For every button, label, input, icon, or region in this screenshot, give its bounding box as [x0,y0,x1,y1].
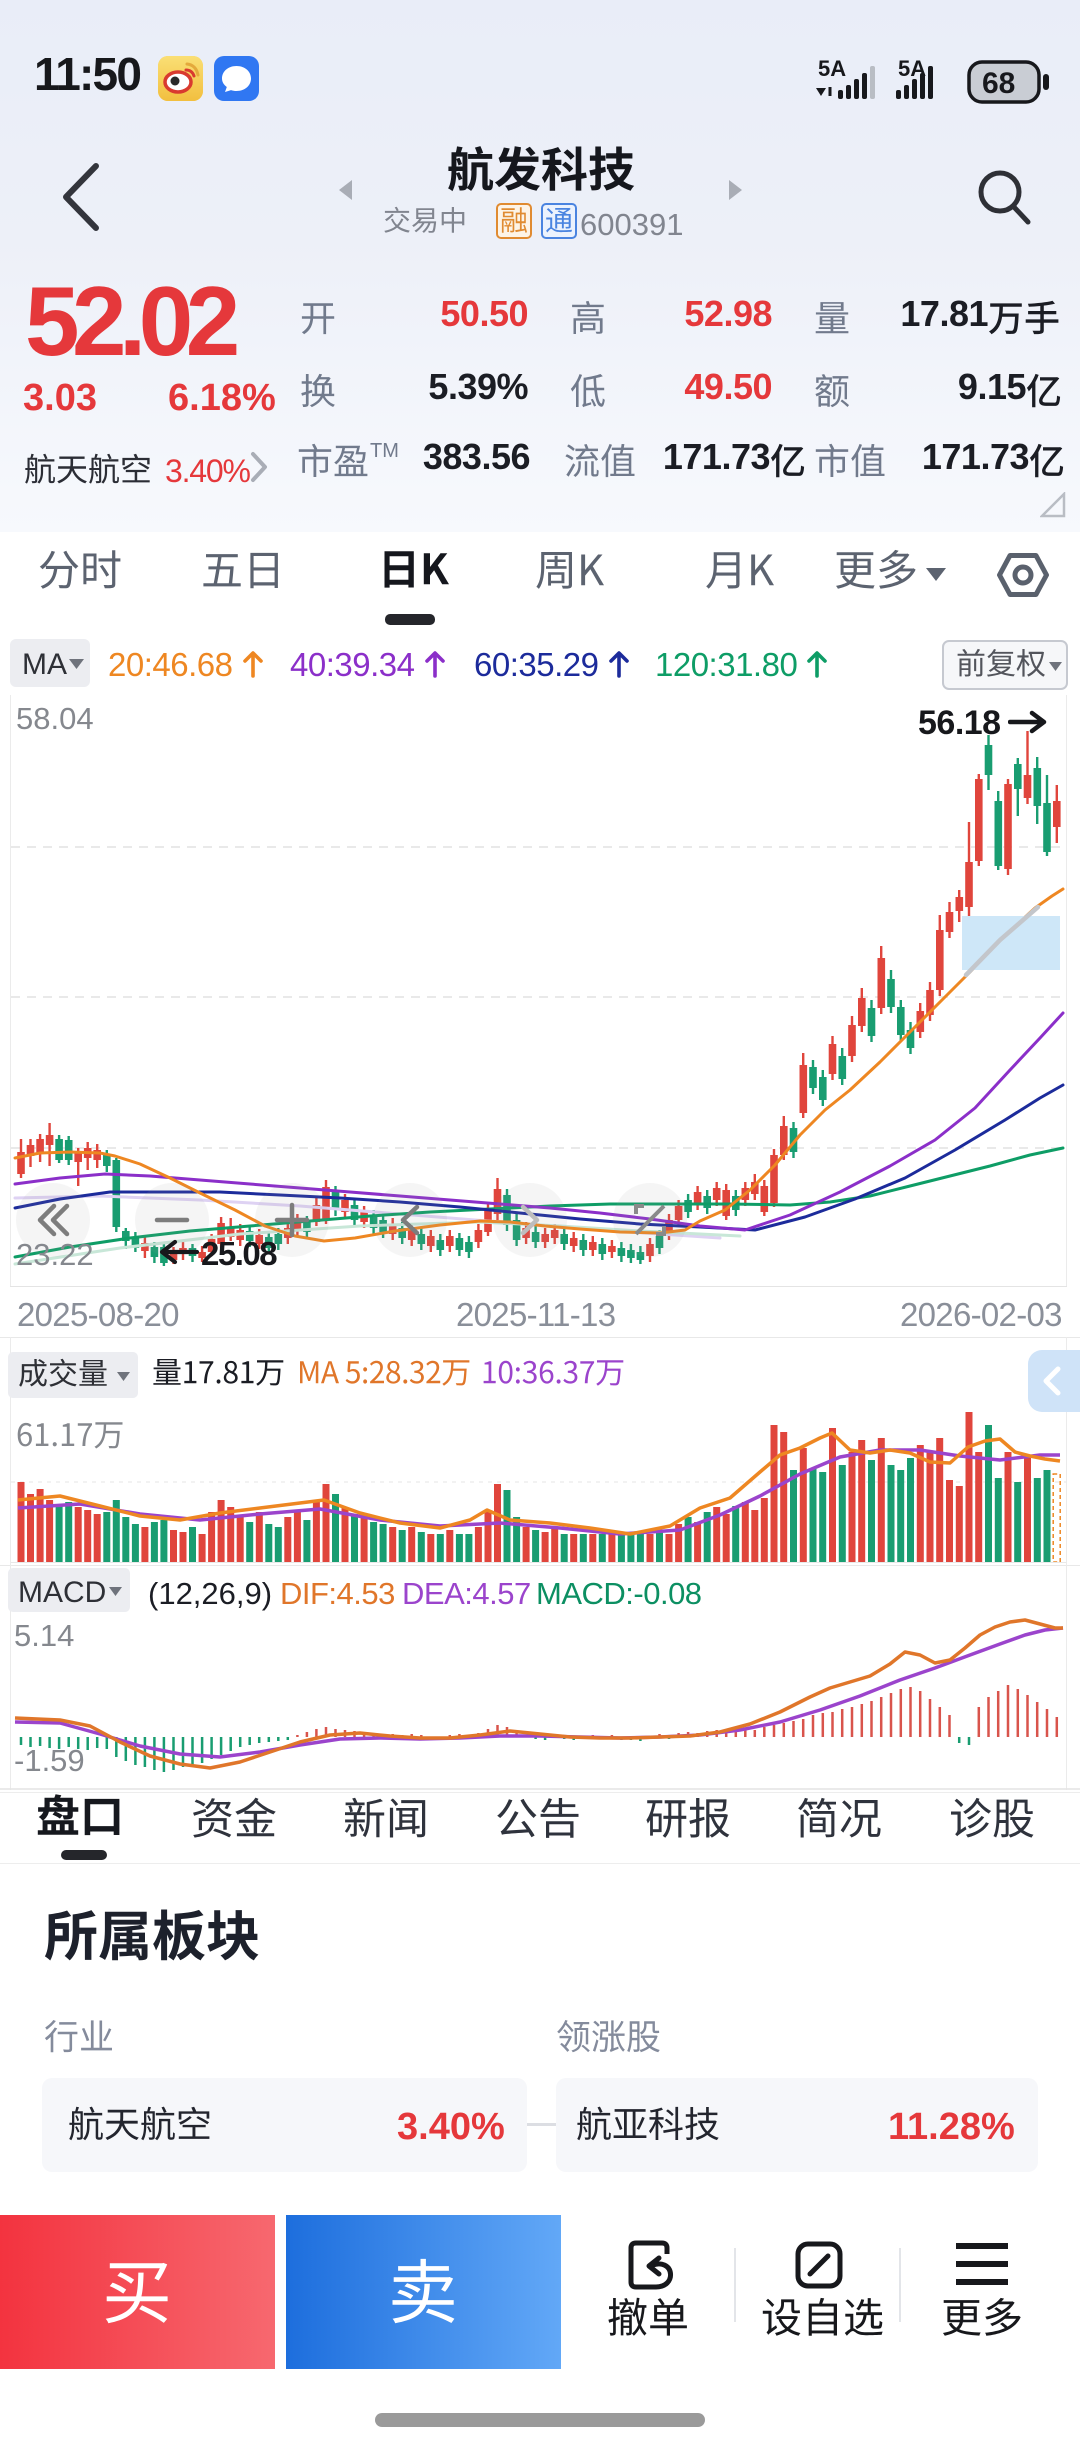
svg-text:68: 68 [982,67,1015,100]
svg-text:5A: 5A [818,56,846,81]
